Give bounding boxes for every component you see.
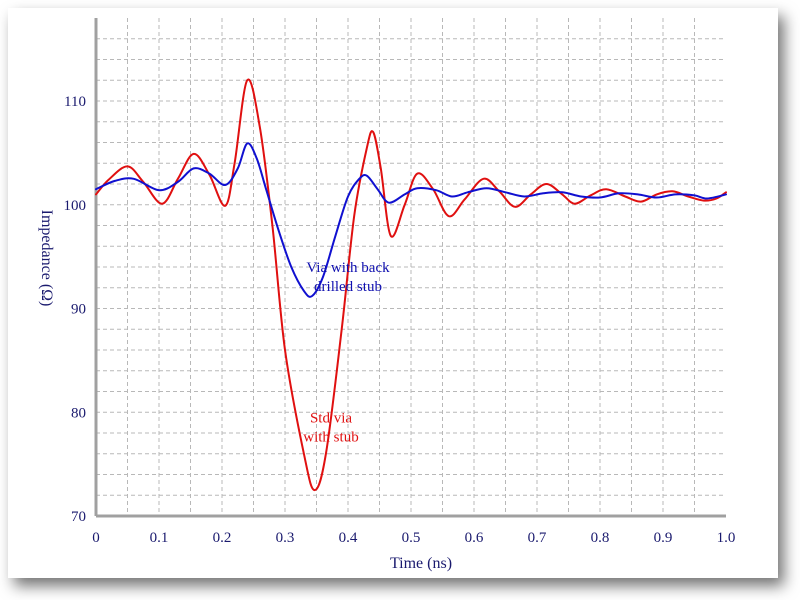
x-tick-label: 0.9: [654, 530, 673, 546]
x-tick-label: 0.2: [213, 530, 232, 546]
annotation-back-drilled-line1: Via with back: [306, 260, 390, 276]
y-tick-label: 80: [71, 405, 86, 421]
annotation-back-drilled-line2: drilled stub: [314, 279, 382, 295]
x-tick-label: 0.5: [402, 530, 421, 546]
annotation-std-via-line2: with stub: [303, 430, 358, 446]
x-axis-label: Time (ns): [390, 555, 452, 572]
series-line-std-via: [95, 78, 727, 492]
x-tick-label: 0.6: [465, 530, 484, 546]
y-tick-label: 90: [71, 302, 86, 318]
x-tick-label: 0.7: [528, 530, 547, 546]
axes: 0 0.1 0.2 0.3 0.4 0.5 0.6 0.7 0.8 0.9 1.0 70 80 90 100…: [64, 18, 736, 546]
annotations: Via with back drilled stub Std via with stu…: [303, 260, 390, 445]
y-tick-label: 110: [64, 94, 86, 110]
x-tick-label: 0.1: [150, 530, 169, 546]
y-tick-label: 70: [71, 509, 86, 525]
x-tick-label: 1.0: [717, 530, 736, 546]
x-tick-label: 0.3: [276, 530, 295, 546]
annotation-std-via-line1: Std via: [310, 411, 352, 427]
y-tick-label: 100: [64, 198, 87, 214]
x-tick-label: 0: [92, 530, 100, 546]
x-tick-label: 0.4: [339, 530, 358, 546]
x-tick-label: 0.8: [591, 530, 610, 546]
series-line-back-drilled: [95, 142, 727, 298]
series-layer: [95, 78, 727, 492]
y-axis-label: Impedance (Ω): [38, 210, 55, 307]
grid: [96, 18, 726, 516]
